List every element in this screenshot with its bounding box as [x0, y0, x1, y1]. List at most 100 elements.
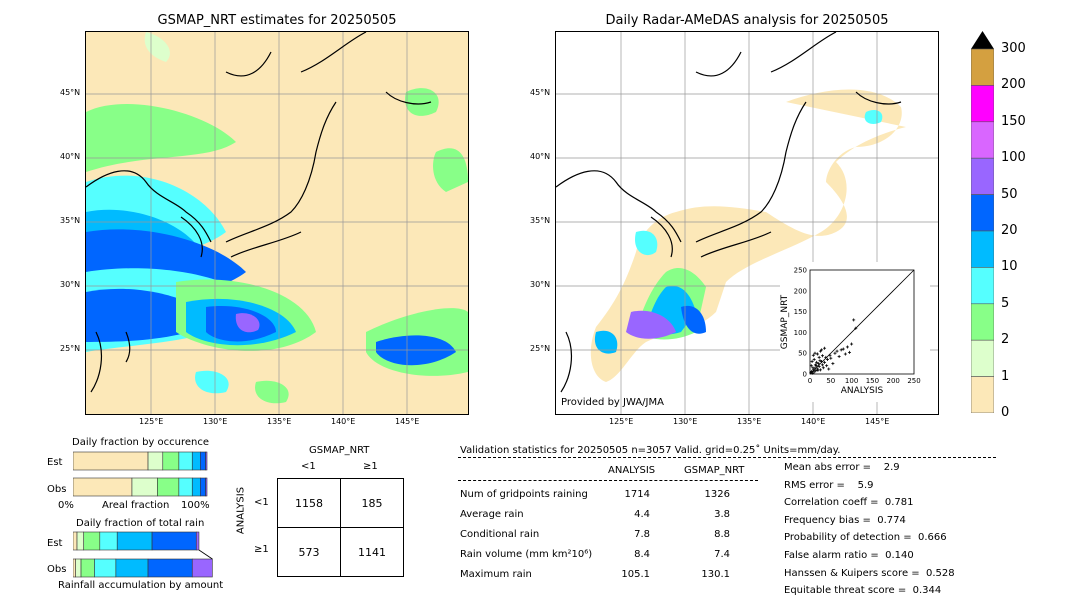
- right-lat-label-45: 45°N: [530, 88, 551, 97]
- stats-row-analysis: 1714: [624, 489, 650, 500]
- scatter-point: [821, 366, 825, 370]
- colorbar-tick-label: 10: [1001, 259, 1018, 275]
- stats-col-gsmap: GSMAP_NRT: [684, 465, 745, 476]
- left-map: [85, 31, 469, 415]
- scatter-xtick-label: 200: [887, 377, 900, 385]
- scatter-ytick-label: 250: [794, 267, 807, 275]
- stacked-bar-segment: [200, 477, 206, 497]
- stats-col-analysis: ANALYSIS: [608, 465, 656, 476]
- contingency-col-ge1: ≥1: [363, 461, 378, 472]
- stats-score: Frequency bias = 0.774: [784, 514, 906, 526]
- scatter-point: [816, 362, 820, 366]
- cell-lt1-lt1: 1158: [277, 478, 341, 528]
- scatter-point: [816, 368, 820, 372]
- colorbar-segment: [970, 267, 995, 305]
- scatter-point: [835, 349, 839, 353]
- contingency-col-lt1: <1: [301, 461, 316, 472]
- scatter-point: [820, 363, 824, 367]
- stacked-bar-segment: [73, 477, 133, 497]
- stacked-bar-segment: [73, 451, 149, 471]
- scatter-ytick-label: 150: [794, 308, 807, 316]
- stats-row-analysis: 8.4: [634, 549, 650, 560]
- scatter-ytick-label: 50: [798, 350, 807, 358]
- cell-ge1-ge1: 1141: [340, 527, 404, 577]
- stats-score: Probability of detection = 0.666: [784, 532, 947, 544]
- occurrence-title: Daily fraction by occurence: [72, 437, 210, 448]
- stats-col-rule: [458, 480, 758, 481]
- scatter-point: [831, 362, 835, 366]
- stats-row-gsmap: 7.4: [714, 549, 730, 560]
- scatter-point: [813, 351, 817, 355]
- left-lon-label-145: 145°E: [395, 417, 420, 426]
- stats-score: Hanssen & Kuipers score = 0.528: [784, 567, 955, 579]
- stats-row-gsmap: 3.8: [714, 509, 730, 520]
- colorbar-tick-label: 300: [1001, 41, 1026, 56]
- contingency-table: 1158 185 573 1141: [277, 478, 404, 577]
- scatter-point: [825, 357, 829, 361]
- colorbar-segment: [970, 230, 995, 268]
- stats-row-label: Maximum rain: [460, 569, 532, 580]
- right-lon-label-140: 140°E: [801, 417, 826, 426]
- credit-text: Provided by JWA/JMA: [561, 397, 664, 408]
- scatter-point: [815, 352, 819, 356]
- scatter-point: [813, 363, 817, 367]
- left-lat-label-45: 45°N: [60, 88, 81, 97]
- scatter-point: [829, 356, 833, 360]
- stacked-bar-segment: [162, 451, 180, 471]
- scatter-ytick-label: 200: [794, 287, 807, 295]
- stacked-bar-segment: [195, 531, 200, 551]
- scatter-xlabel: ANALYSIS: [841, 386, 884, 396]
- right-map-field: [556, 32, 938, 414]
- cell-ge1-lt1: 573: [277, 527, 341, 577]
- left-map-field: [86, 32, 468, 414]
- left-lon-label-125: 125°E: [139, 417, 164, 426]
- scatter-point: [841, 347, 845, 351]
- scatter-point: [820, 360, 824, 364]
- left-lon-label-135: 135°E: [267, 417, 292, 426]
- stats-row-gsmap: 130.1: [701, 569, 730, 580]
- scatter-point: [820, 348, 824, 352]
- cell-lt1-ge1: 185: [340, 478, 404, 528]
- scatter-point: [854, 326, 858, 330]
- scatter-point: [812, 370, 816, 374]
- scatter-svg: 00 50 50 100 100 150 150 200 200 250 250 ANALYSIS GS…: [780, 267, 921, 397]
- colorbar-segment: [970, 121, 995, 159]
- colorbar-tick-label: 2: [1001, 332, 1010, 348]
- stats-row-gsmap: 8.8: [714, 529, 730, 540]
- scatter-point: [810, 370, 814, 374]
- colorbar-tick-label: 0: [1001, 405, 1010, 420]
- scatter-point: [818, 359, 822, 363]
- stacked-bar-segment: [178, 451, 193, 471]
- scatter-point: [827, 367, 831, 371]
- stats-score: False alarm ratio = 0.140: [784, 550, 914, 561]
- scatter-xtick-label: 50: [826, 377, 835, 385]
- scatter-point: [810, 371, 814, 375]
- left-lat-label-35: 35°N: [60, 216, 81, 225]
- occurrence-xmin: 0%: [58, 500, 74, 511]
- colorbar: [970, 31, 995, 414]
- contingency-row-label: ANALYSIS: [235, 486, 247, 535]
- total-rain-connector: [198, 549, 213, 560]
- scatter-plot: 0 0 50 50 100 100 150 150 200 200 250 250 ANALYSIS GS…: [780, 262, 930, 402]
- scatter-point: [820, 354, 824, 358]
- left-lon-label-140: 140°E: [331, 417, 356, 426]
- stacked-bar-segment: [76, 531, 85, 551]
- stats-row-gsmap: 1326: [704, 489, 730, 500]
- contingency-row-lt1: <1: [254, 497, 269, 508]
- colorbar-segment: [970, 85, 995, 123]
- scatter-point: [817, 365, 821, 369]
- stats-row-analysis: 105.1: [621, 569, 650, 580]
- right-lon-label-130: 130°E: [673, 417, 698, 426]
- right-lon-label-145: 145°E: [865, 417, 890, 426]
- stats-row-label: Num of gridpoints raining: [460, 489, 588, 500]
- stats-score: Correlation coeff = 0.781: [784, 497, 914, 509]
- scatter-point: [809, 364, 813, 368]
- colorbar-tick-label: 200: [1001, 77, 1026, 93]
- stacked-bar-segment: [115, 558, 149, 578]
- colorbar-tick-label: 50: [1001, 186, 1018, 202]
- right-lat-label-30: 30°N: [530, 280, 551, 289]
- colorbar-tick-label: 150: [1001, 113, 1026, 129]
- right-lat-label-35: 35°N: [530, 216, 551, 225]
- stacked-bar-segment: [131, 477, 158, 497]
- stacked-bar-segment: [80, 558, 95, 578]
